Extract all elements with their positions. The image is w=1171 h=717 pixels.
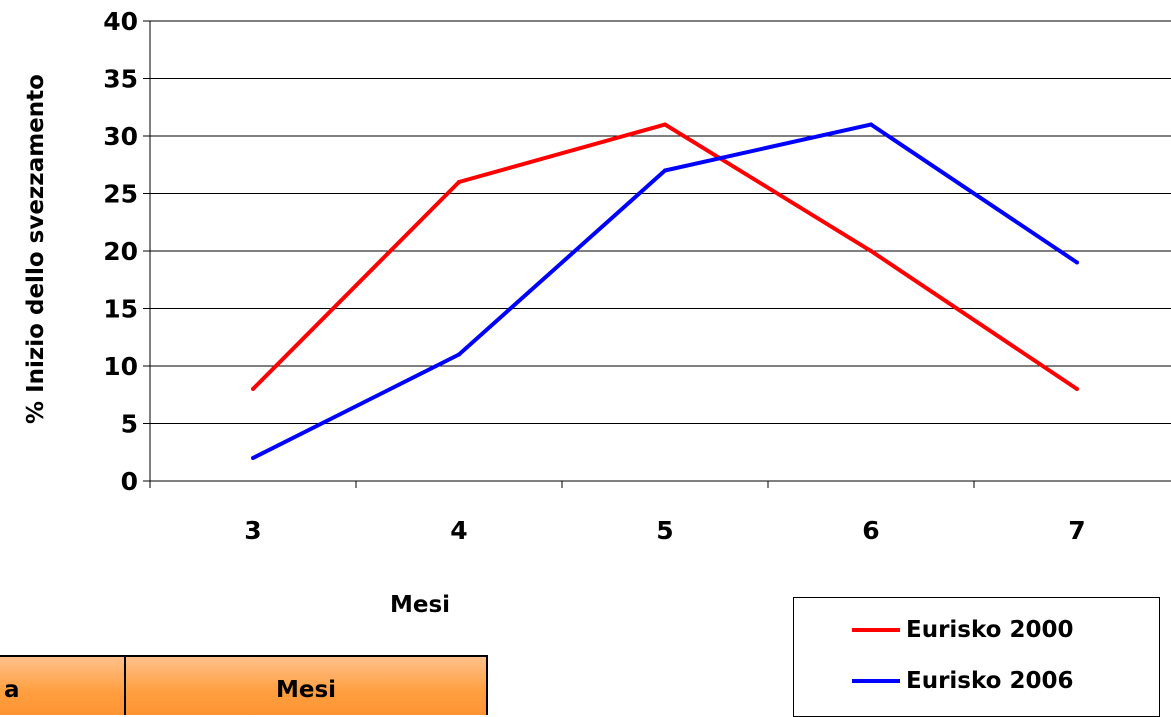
y-tick-labels: 0 5 10 15 20 25 30 35 40 <box>103 7 150 496</box>
x-axis-title: Mesi <box>390 592 450 618</box>
y-tick-label: 40 <box>103 7 138 36</box>
data-point <box>663 123 667 127</box>
y-tick-label: 15 <box>103 295 138 324</box>
data-point <box>1075 387 1079 391</box>
legend-label: Eurisko 2006 <box>906 668 1074 694</box>
y-tick-label: 35 <box>103 65 138 94</box>
data-point <box>869 123 873 127</box>
legend-swatch-blue <box>852 679 900 683</box>
y-axis-title: % Inizio dello svezzamento <box>23 74 49 424</box>
data-point <box>663 169 667 173</box>
y-tick-label: 20 <box>103 237 138 266</box>
y-tick-label: 5 <box>121 410 138 439</box>
x-tick-labels: 3 4 5 6 7 <box>150 481 1171 545</box>
data-point <box>869 249 873 253</box>
series-line-1 <box>253 125 1077 390</box>
x-tick-label: 7 <box>1068 516 1085 545</box>
data-table: a Mesi <box>0 655 488 715</box>
legend-label: Eurisko 2000 <box>906 617 1074 643</box>
x-tick-label: 4 <box>450 516 467 545</box>
data-point <box>251 387 255 391</box>
data-point <box>251 456 255 460</box>
y-tick-label: 30 <box>103 122 138 151</box>
legend-item-eurisko-2000: Eurisko 2000 <box>852 615 1074 645</box>
data-point <box>457 353 461 357</box>
series-line-2 <box>253 125 1077 459</box>
legend-swatch-red <box>852 628 900 632</box>
table-header-cell: a <box>0 657 126 715</box>
table-header-cell: Mesi <box>126 657 486 715</box>
data-point <box>457 180 461 184</box>
line-chart: 0 5 10 15 20 25 30 35 40 3 4 5 6 7 % Inizio dello sv… <box>0 0 1171 696</box>
y-tick-label: 0 <box>121 467 138 496</box>
legend-item-eurisko-2006: Eurisko 2006 <box>852 666 1074 696</box>
data-point <box>1075 261 1079 265</box>
y-tick-label: 25 <box>103 180 138 209</box>
x-tick-label: 6 <box>862 516 879 545</box>
y-tick-label: 10 <box>103 352 138 381</box>
x-tick-label: 3 <box>244 516 261 545</box>
x-tick-label: 5 <box>656 516 673 545</box>
series-lines <box>251 123 1079 461</box>
chart-legend: Eurisko 2000 Eurisko 2006 <box>793 597 1160 717</box>
